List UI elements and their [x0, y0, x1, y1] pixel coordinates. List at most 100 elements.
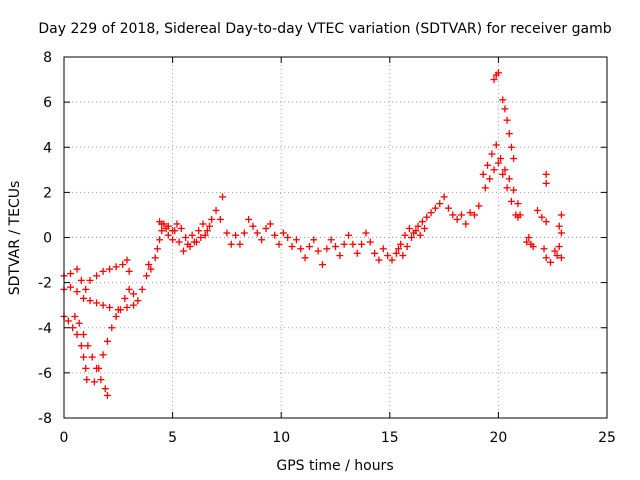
- data-point: [156, 236, 164, 244]
- data-point: [93, 272, 101, 280]
- data-points: [60, 69, 565, 399]
- data-point: [481, 184, 489, 192]
- data-point: [182, 234, 190, 241]
- x-tick-label: 15: [381, 430, 399, 446]
- data-point: [162, 224, 170, 232]
- data-point: [192, 238, 200, 246]
- data-point: [125, 285, 133, 293]
- y-tick-label: -8: [38, 411, 52, 427]
- data-point: [67, 283, 75, 291]
- data-point: [279, 229, 287, 237]
- data-point: [103, 337, 111, 345]
- data-point: [75, 319, 83, 327]
- data-point: [130, 290, 138, 298]
- data-point: [103, 391, 111, 399]
- data-point: [84, 342, 92, 350]
- y-tick-label: 8: [43, 50, 52, 66]
- data-point: [421, 224, 429, 232]
- data-point: [206, 222, 214, 230]
- data-point: [542, 170, 550, 178]
- data-point: [457, 211, 465, 219]
- data-point: [171, 227, 179, 235]
- data-point: [475, 202, 483, 210]
- data-point: [73, 265, 81, 273]
- data-point: [175, 238, 183, 246]
- data-point: [490, 76, 498, 84]
- x-tick-label: 20: [489, 430, 507, 446]
- data-point: [318, 261, 326, 269]
- data-point: [494, 69, 502, 77]
- data-point: [112, 312, 120, 320]
- data-point: [462, 220, 470, 228]
- data-point: [101, 385, 109, 393]
- data-point: [449, 211, 457, 219]
- y-tick-label: 6: [43, 95, 52, 111]
- data-point: [266, 220, 274, 228]
- data-point: [125, 267, 133, 275]
- y-tick-label: 0: [43, 231, 52, 247]
- data-point: [551, 247, 559, 255]
- data-point: [557, 211, 565, 219]
- data-point: [158, 227, 166, 235]
- data-point: [219, 193, 227, 201]
- data-point: [80, 294, 88, 302]
- data-point: [388, 256, 396, 264]
- data-point: [216, 215, 224, 223]
- data-point: [240, 229, 248, 237]
- data-point: [208, 215, 216, 223]
- data-point: [249, 222, 257, 230]
- data-point: [397, 240, 405, 248]
- data-point: [490, 166, 498, 174]
- data-point: [245, 215, 253, 223]
- data-point: [310, 236, 318, 244]
- data-point: [153, 245, 161, 253]
- data-point: [533, 206, 541, 214]
- data-point: [86, 276, 94, 284]
- data-point: [403, 243, 411, 251]
- data-point: [232, 231, 240, 239]
- data-point: [195, 227, 203, 235]
- data-point: [444, 204, 452, 212]
- data-point: [488, 150, 496, 158]
- data-point: [392, 249, 400, 257]
- data-point: [82, 285, 90, 293]
- data-point: [93, 299, 101, 307]
- data-point: [99, 351, 107, 359]
- data-point: [514, 200, 522, 208]
- data-point: [366, 238, 374, 246]
- data-point: [332, 243, 339, 251]
- data-point: [394, 245, 402, 253]
- y-tick-label: -6: [38, 366, 52, 382]
- data-point: [97, 376, 105, 384]
- data-point: [497, 155, 505, 163]
- data-point: [401, 231, 409, 239]
- data-point: [501, 166, 509, 174]
- data-point: [471, 211, 479, 219]
- data-point: [77, 342, 85, 350]
- y-tick-labels: -8 -6 -4 -2 0 2 4 6 8: [38, 50, 52, 427]
- data-point: [358, 240, 366, 248]
- data-point: [253, 229, 261, 237]
- data-point: [288, 243, 296, 251]
- data-point: [145, 261, 153, 269]
- y-tick-label: -2: [38, 276, 52, 292]
- data-point: [384, 252, 392, 260]
- data-point: [510, 155, 518, 163]
- data-point: [514, 213, 522, 221]
- x-tick-label: 10: [272, 430, 290, 446]
- x-tick-label: 25: [598, 430, 616, 446]
- data-point: [305, 243, 313, 251]
- data-point: [177, 224, 185, 232]
- data-point: [440, 193, 448, 201]
- data-point: [494, 159, 502, 167]
- data-point: [557, 229, 565, 237]
- data-point: [236, 240, 244, 248]
- data-point: [353, 249, 361, 257]
- data-point: [301, 254, 309, 262]
- data-point: [88, 353, 96, 361]
- data-point: [499, 96, 507, 104]
- data-point: [505, 175, 513, 183]
- data-point: [82, 364, 90, 372]
- data-point: [479, 170, 487, 178]
